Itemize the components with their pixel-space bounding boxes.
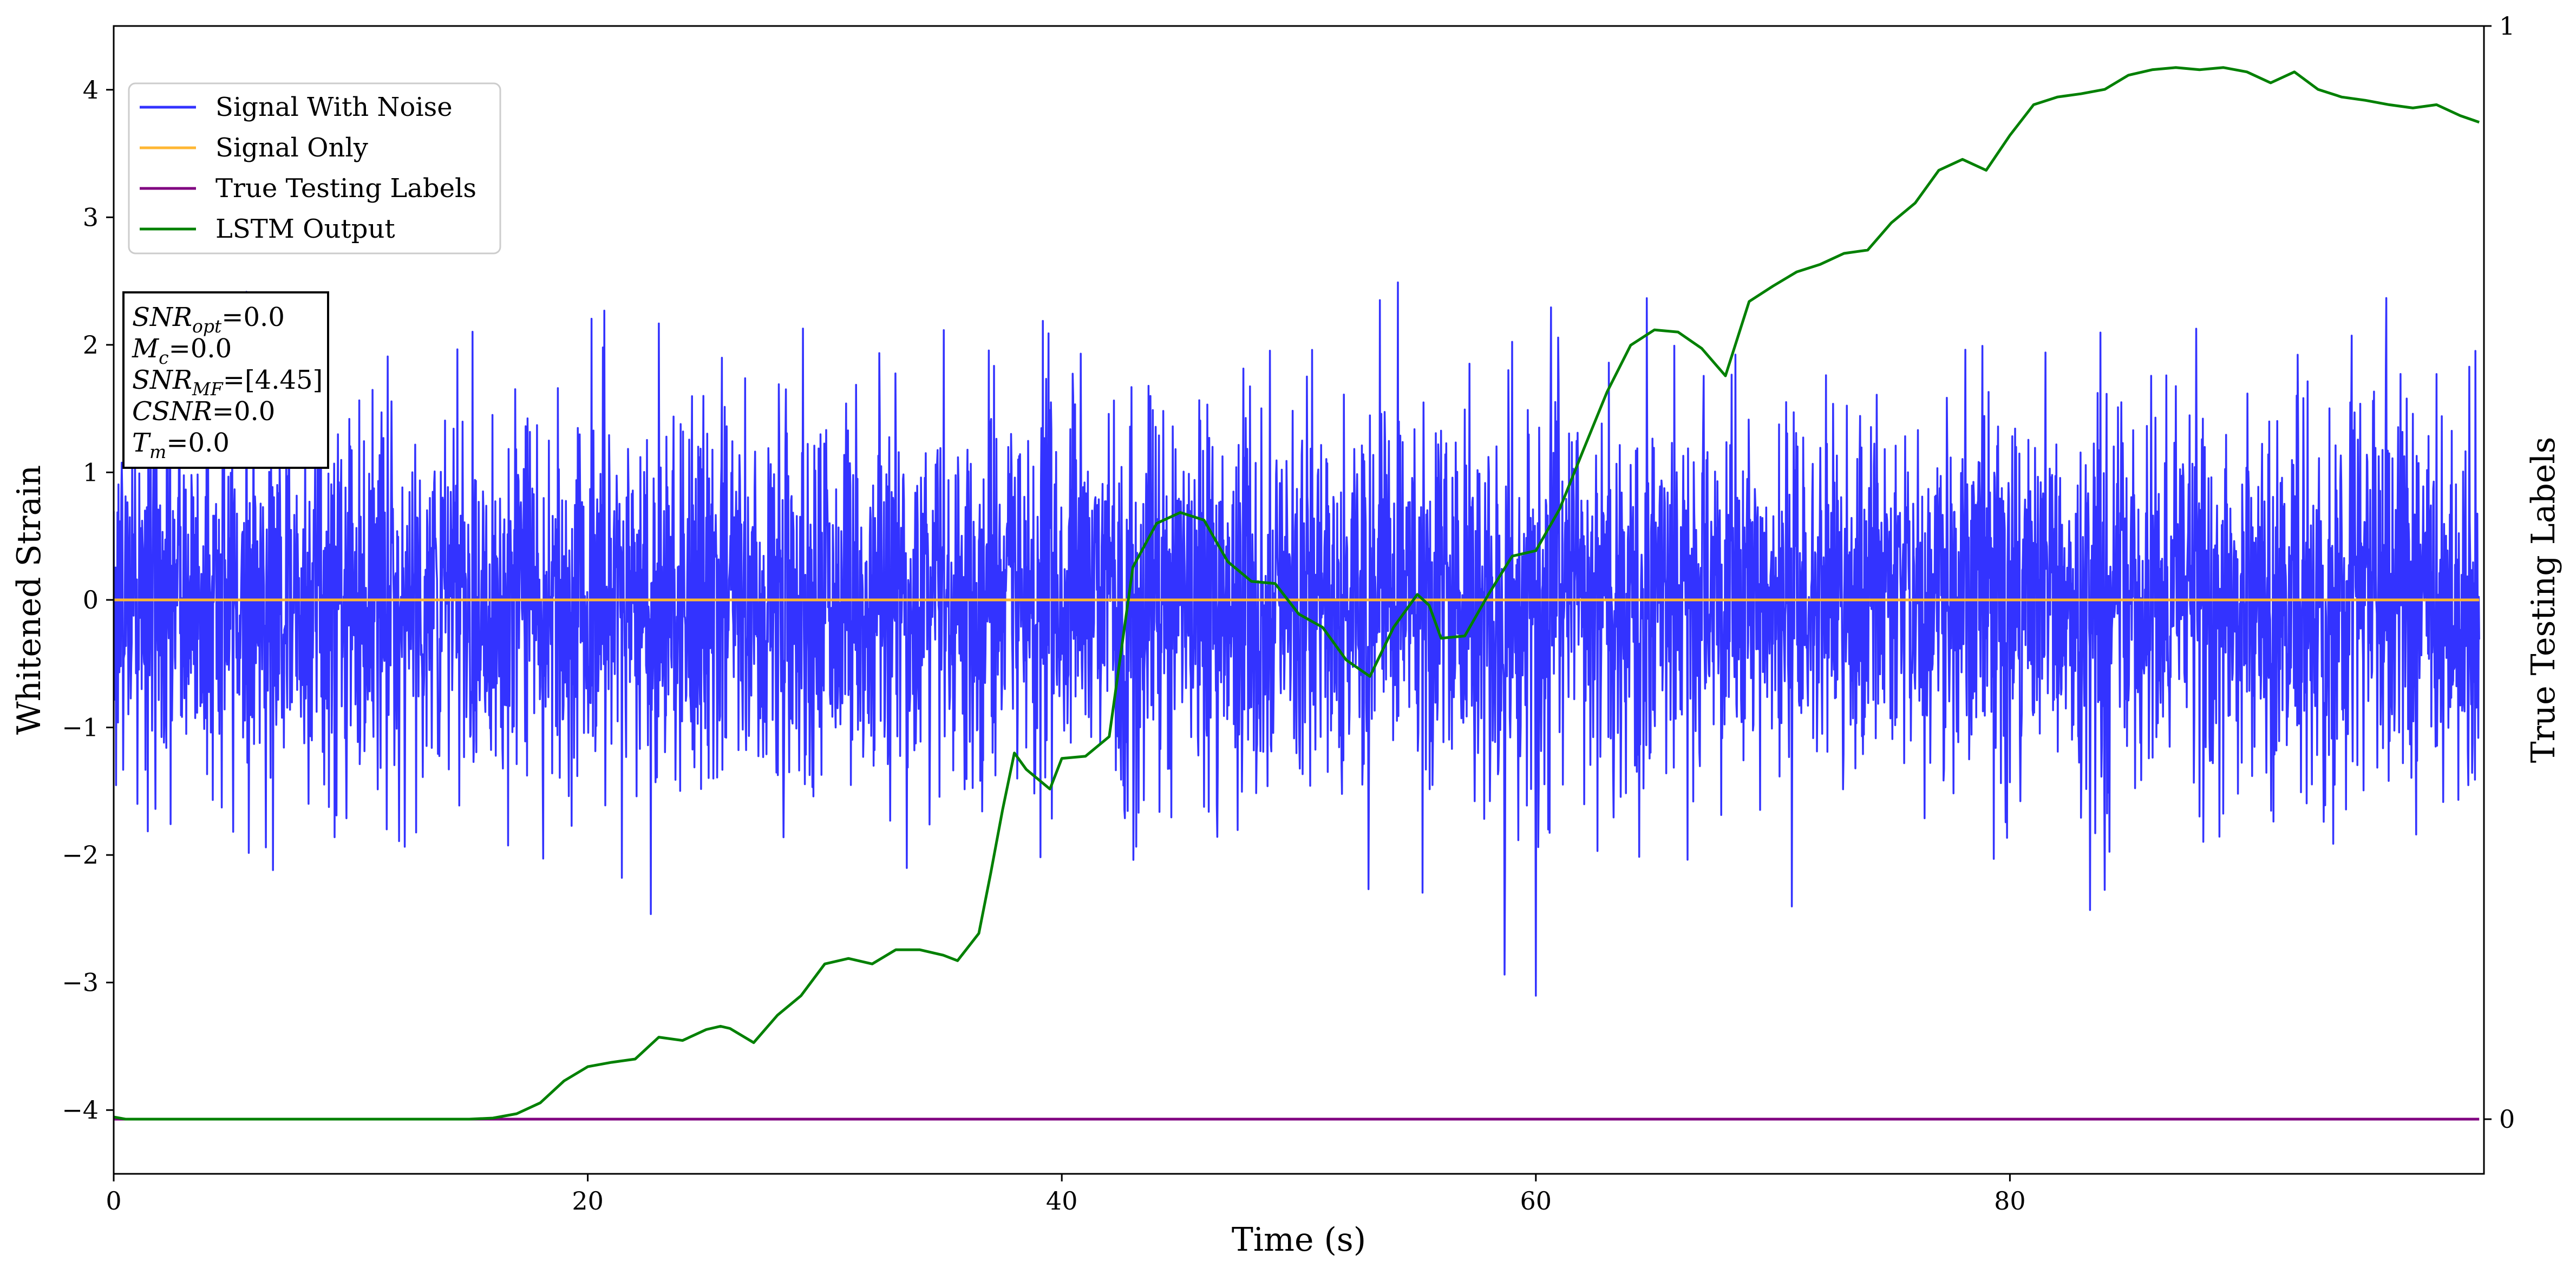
legend-label: True Testing Labels (215, 173, 476, 204)
annotation-line: SNRopt=0.0 (132, 302, 285, 337)
y-tick-label: −2 (62, 840, 99, 870)
legend-label: LSTM Output (215, 214, 395, 244)
plot-series-layer (114, 66, 2480, 1121)
series-lstm-output (114, 66, 2480, 1121)
annotation-box: SNRopt=0.0Mc=0.0SNRMF=[4.45]CSNR=0.0Tm=0… (122, 291, 329, 469)
x-tick-label: 20 (572, 1186, 604, 1216)
y-tick-label: −1 (62, 713, 99, 742)
y-tick-label: −3 (62, 968, 99, 997)
annotation-box-frame (122, 291, 329, 469)
annotation-line: SNRMF=[4.45] (132, 365, 323, 400)
x-tick-label: 60 (1520, 1186, 1552, 1216)
legend-frame (128, 82, 501, 254)
y2-tick-label: 0 (2499, 1105, 2515, 1134)
x-tick-label: 0 (106, 1186, 121, 1216)
legend: Signal With Noise Signal Only True Testing… (128, 82, 501, 254)
x-tick-label: 80 (1994, 1186, 2026, 1216)
x-axis-label: Time (s) (1232, 1221, 1366, 1259)
y-tick-label: 4 (83, 75, 99, 104)
legend-label: Signal With Noise (215, 92, 453, 122)
y-tick-label: 0 (83, 585, 99, 615)
y2-tick-label: 1 (2499, 11, 2515, 41)
x-tick-label: 40 (1046, 1186, 1078, 1216)
annotation-line: CSNR=0.0 (132, 396, 275, 427)
y-axis-label: Whitened Strain (10, 465, 48, 735)
y-tick-label: −4 (62, 1095, 99, 1125)
y-tick-label: 3 (83, 202, 99, 232)
annotation-line: Mc=0.0 (132, 334, 232, 368)
legend-label: Signal Only (215, 133, 368, 163)
y-tick-label: 2 (83, 330, 99, 360)
series-signal-with-noise (114, 281, 2480, 997)
annotation-line: Tm=0.0 (132, 428, 230, 462)
y2-axis-label: True Testing Labels (2525, 437, 2562, 763)
y-tick-label: 1 (83, 458, 99, 487)
